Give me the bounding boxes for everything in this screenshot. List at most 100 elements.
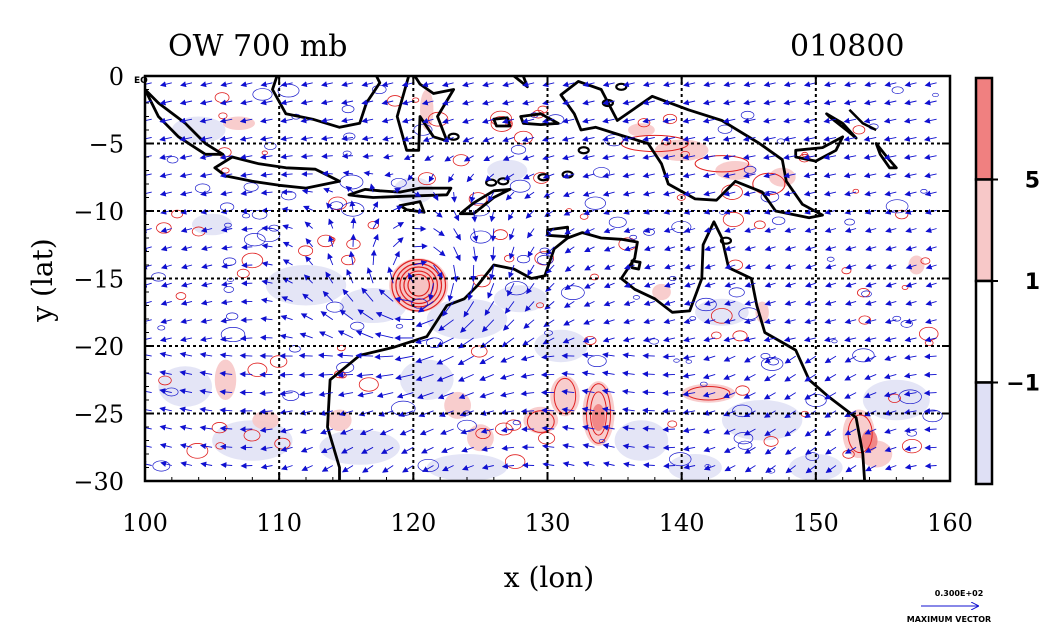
wind-vector [180, 227, 193, 233]
wind-vector [472, 228, 479, 242]
wind-vector [159, 99, 172, 106]
wind-vector [220, 81, 233, 88]
wind-vector [436, 337, 454, 347]
wind-vector [480, 427, 494, 434]
wind-vector [381, 99, 394, 106]
wind-vector [433, 228, 445, 237]
wind-vector [622, 190, 635, 197]
wind-vector [884, 81, 897, 88]
coastline [213, 155, 341, 190]
wind-vector [320, 99, 333, 106]
positive-contour [470, 345, 488, 358]
wind-vector [260, 153, 273, 160]
wind-vector [884, 428, 897, 434]
wind-vector [703, 227, 716, 233]
positive-contour [901, 438, 922, 454]
wind-vector [328, 218, 334, 229]
negative-contour [826, 256, 835, 262]
coastline [630, 259, 642, 271]
wind-vector [904, 336, 917, 343]
negative-ow-patch [319, 429, 400, 465]
wind-vector [363, 170, 374, 177]
positive-contour [158, 375, 172, 386]
positive-band-contour [553, 377, 577, 415]
negative-contour [732, 404, 753, 418]
wind-vector [350, 217, 357, 229]
wind-vector [341, 153, 354, 160]
wind-vector [415, 319, 434, 328]
negative-contour [390, 177, 407, 188]
wind-vector [502, 136, 515, 143]
negative-contour [906, 429, 917, 437]
positive-ow-patch [252, 410, 280, 430]
wind-vector [905, 245, 917, 252]
wind-vector [200, 299, 213, 306]
wind-vector [582, 424, 595, 431]
x-axis-label: x (lon) [504, 561, 594, 594]
negative-ow-patch [265, 265, 347, 306]
wind-vector [584, 246, 595, 252]
wind-vector [338, 410, 354, 417]
wind-vector [904, 172, 917, 179]
wind-vector [724, 300, 736, 306]
wind-vector [508, 228, 515, 241]
wind-vector [765, 465, 776, 473]
wind-vector [362, 153, 374, 160]
wind-vector [159, 117, 172, 124]
wind-vector [844, 410, 857, 417]
wind-vector [302, 205, 313, 212]
wind-vector [159, 424, 172, 431]
y-tick-label: −25 [73, 401, 124, 429]
positive-ow-patch [591, 404, 606, 432]
wind-vector [260, 117, 273, 124]
negative-contour [898, 389, 922, 405]
wind-vector [825, 465, 837, 473]
wind-vector [924, 99, 937, 106]
wind-vector [239, 153, 253, 160]
wind-vector [260, 171, 273, 178]
wind-vector [744, 263, 756, 270]
wind-vector [562, 191, 575, 198]
wind-vector [199, 352, 213, 358]
wind-vector [843, 172, 857, 179]
wind-vector [179, 442, 193, 449]
positive-ow-patch [550, 375, 580, 417]
wind-vector [603, 300, 615, 307]
wind-vector [260, 189, 273, 196]
wind-vector [743, 428, 756, 436]
negative-contour [264, 142, 277, 150]
wind-vector [361, 99, 374, 106]
wind-vector [622, 99, 635, 106]
wind-vector [803, 190, 816, 197]
wind-vector [301, 465, 313, 471]
positive-contour [732, 330, 748, 342]
wind-vector [382, 465, 394, 473]
wind-vector [240, 81, 253, 88]
wind-vector [472, 246, 479, 263]
wind-vector [905, 300, 917, 306]
wind-vector [220, 299, 233, 306]
wind-vector [561, 388, 575, 395]
wind-vector [783, 135, 796, 142]
wind-vector [763, 392, 776, 400]
wind-vector [744, 300, 756, 306]
wind-vector [523, 173, 535, 180]
wind-vector [522, 155, 535, 161]
wind-vector [662, 390, 676, 396]
negative-contour [743, 165, 757, 174]
wind-vector [662, 444, 676, 451]
wind-vector [622, 117, 635, 124]
wind-vector [369, 183, 376, 193]
wind-vector [825, 263, 837, 270]
wind-vector [583, 228, 595, 234]
wind-vector [452, 264, 459, 283]
wind-vector [602, 99, 615, 106]
wind-vector [622, 370, 635, 377]
wind-vector [221, 281, 233, 288]
positive-contour [417, 172, 436, 186]
wind-vector [602, 172, 615, 179]
wind-vector [542, 173, 555, 179]
wind-vector [179, 172, 193, 179]
wind-vector [145, 281, 152, 288]
wind-vector [419, 428, 434, 436]
